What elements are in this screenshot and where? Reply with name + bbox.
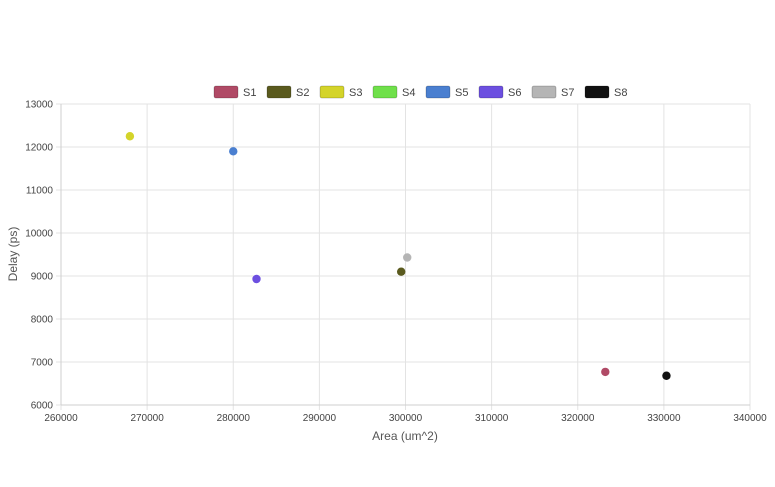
legend-item-s2[interactable]: S2 — [266, 85, 309, 99]
data-points — [125, 132, 671, 380]
y-tick-label: 9000 — [31, 272, 54, 283]
data-point-s7[interactable] — [403, 253, 412, 262]
legend-item-s8[interactable]: S8 — [584, 85, 627, 99]
x-axis-title: Area (um^2) — [372, 429, 438, 443]
data-point-s5[interactable] — [229, 147, 238, 156]
y-tick-label: 8000 — [31, 315, 54, 326]
legend-item-s1[interactable]: S1 — [213, 85, 256, 99]
legend-item-s4[interactable]: S4 — [372, 85, 415, 99]
y-tick-label: 12000 — [25, 143, 53, 154]
legend-item-s6[interactable]: S6 — [478, 85, 521, 99]
legend-item-s3[interactable]: S3 — [319, 85, 362, 99]
legend-swatch — [531, 85, 557, 99]
legend: S1 S2 S3 S4 S5 S6 S7 S8 — [213, 85, 627, 99]
legend-label: S1 — [243, 87, 256, 99]
x-tick-labels: 260000 270000 280000 290000 300000 310000 3200… — [44, 413, 767, 424]
y-axis-title: Delay (ps) — [6, 227, 20, 282]
legend-item-s5[interactable]: S5 — [425, 85, 468, 99]
legend-label: S2 — [296, 87, 309, 99]
y-tick-labels: 6000 7000 8000 9000 10000 11000 12000 13000 — [25, 100, 53, 412]
x-tick-label: 310000 — [475, 413, 509, 424]
grid-lines — [56, 103, 751, 410]
x-tick-label: 340000 — [733, 413, 767, 424]
legend-item-s7[interactable]: S7 — [531, 85, 574, 99]
legend-label: S6 — [508, 87, 521, 99]
x-tick-label: 320000 — [561, 413, 595, 424]
axes — [60, 104, 750, 406]
y-tick-label: 13000 — [25, 100, 53, 111]
legend-label: S7 — [561, 87, 574, 99]
x-tick-label: 270000 — [130, 413, 164, 424]
x-tick-label: 290000 — [303, 413, 337, 424]
legend-swatch — [478, 85, 504, 99]
legend-label: S5 — [455, 87, 468, 99]
y-tick-label: 11000 — [26, 186, 54, 197]
x-tick-label: 260000 — [44, 413, 78, 424]
y-tick-label: 10000 — [25, 229, 53, 240]
legend-swatch — [319, 85, 345, 99]
legend-label: S4 — [402, 87, 415, 99]
legend-label: S3 — [349, 87, 362, 99]
y-tick-label: 6000 — [31, 401, 54, 412]
data-point-s3[interactable] — [125, 132, 135, 141]
legend-swatch — [266, 85, 292, 99]
x-tick-label: 280000 — [217, 413, 251, 424]
legend-swatch — [584, 85, 610, 99]
x-tick-label: 300000 — [389, 413, 423, 424]
data-point-s1[interactable] — [601, 367, 610, 377]
x-tick-label: 330000 — [647, 413, 681, 424]
data-point-s6[interactable] — [252, 274, 261, 284]
legend-swatch — [372, 85, 398, 99]
legend-swatch — [213, 85, 239, 99]
data-point-s2[interactable] — [396, 267, 406, 276]
legend-label: S8 — [614, 87, 627, 99]
legend-swatch — [425, 85, 451, 99]
y-tick-label: 7000 — [31, 358, 54, 369]
data-point-s8[interactable] — [662, 371, 671, 380]
